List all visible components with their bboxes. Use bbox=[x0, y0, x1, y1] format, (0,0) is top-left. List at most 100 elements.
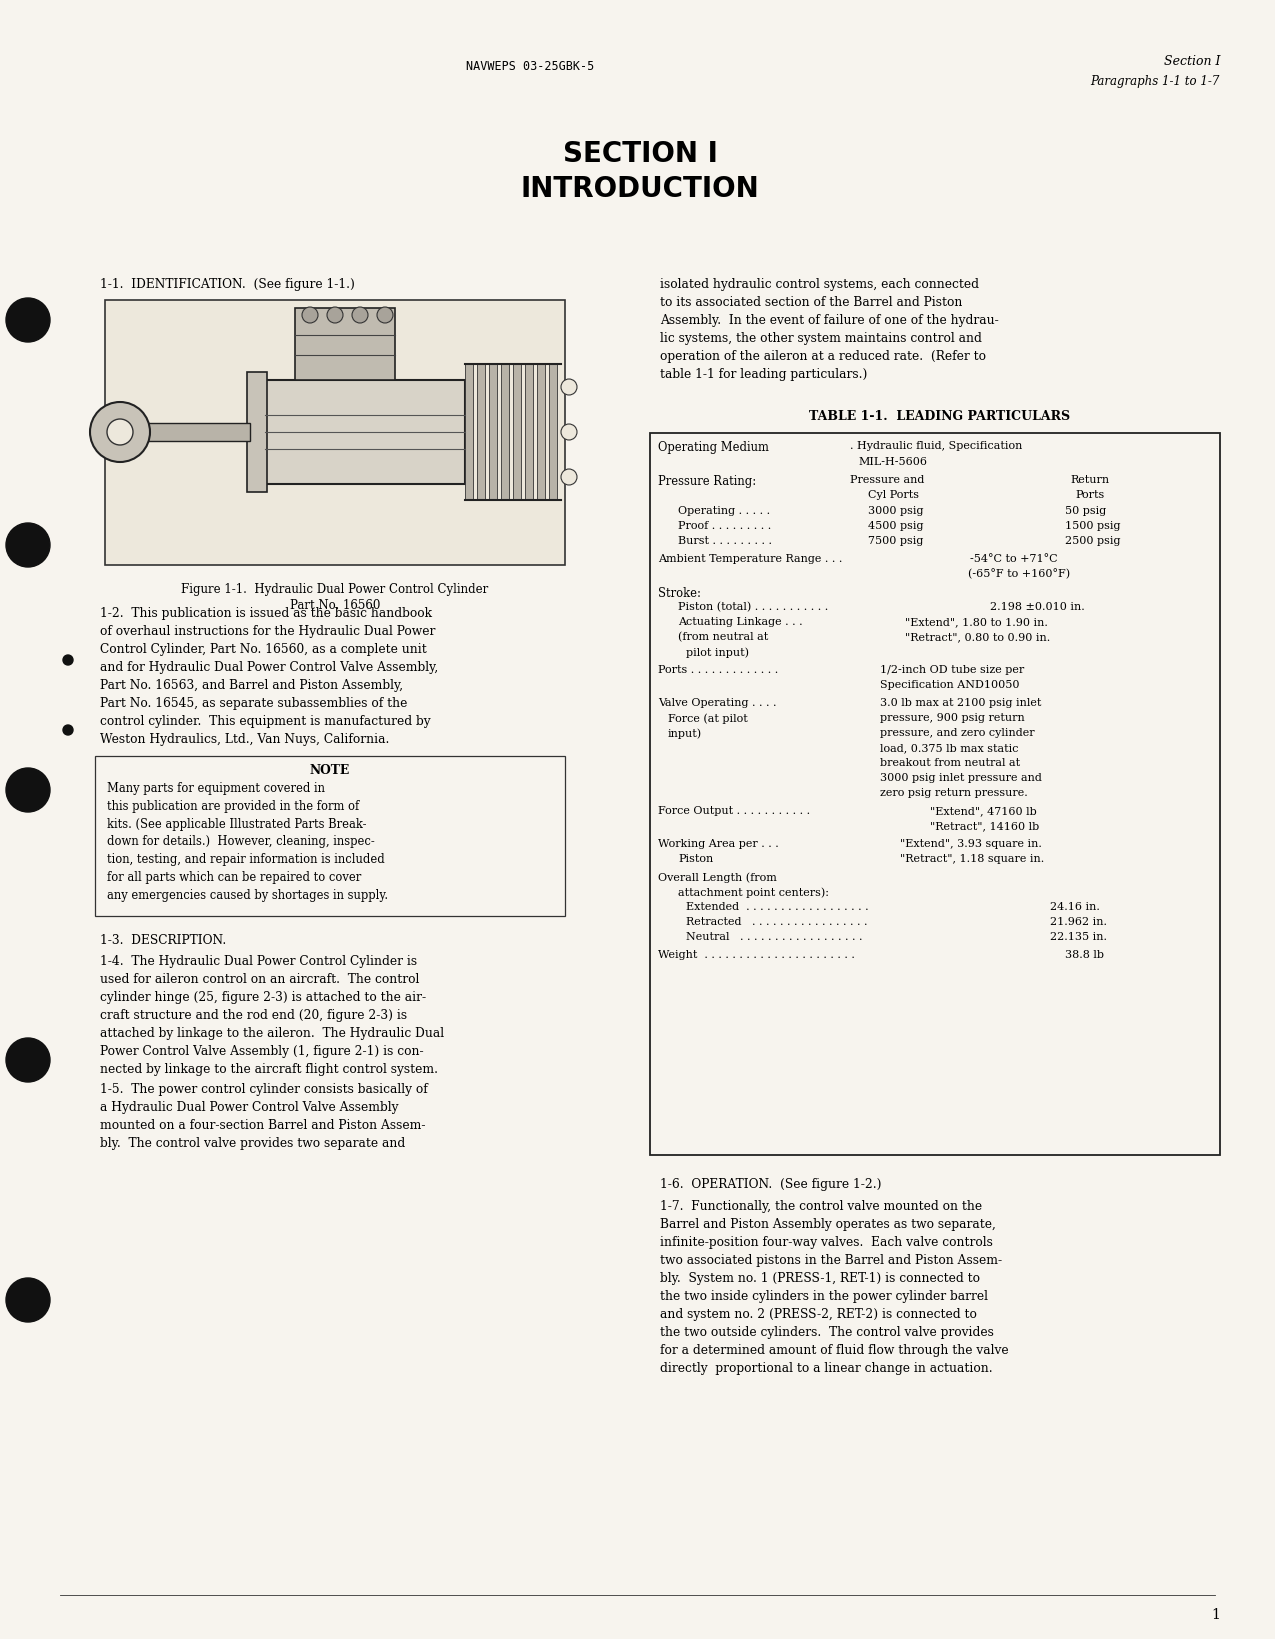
Text: Specification AND10050: Specification AND10050 bbox=[880, 680, 1020, 690]
Text: NOTE: NOTE bbox=[310, 764, 351, 777]
Text: "Extend", 1.80 to 1.90 in.: "Extend", 1.80 to 1.90 in. bbox=[905, 616, 1048, 628]
Text: 3.0 lb max at 2100 psig inlet: 3.0 lb max at 2100 psig inlet bbox=[880, 698, 1042, 708]
Bar bbox=[465, 364, 473, 500]
Bar bbox=[550, 364, 557, 500]
Circle shape bbox=[561, 425, 578, 439]
Circle shape bbox=[62, 656, 73, 665]
Text: pressure, 900 psig return: pressure, 900 psig return bbox=[880, 713, 1025, 723]
Text: Operating . . . . .: Operating . . . . . bbox=[678, 506, 770, 516]
Text: isolated hydraulic control systems, each connected
to its associated section of : isolated hydraulic control systems, each… bbox=[660, 279, 998, 380]
Text: Weight  . . . . . . . . . . . . . . . . . . . . . .: Weight . . . . . . . . . . . . . . . . .… bbox=[658, 951, 854, 960]
Text: 1/2-inch OD tube size per: 1/2-inch OD tube size per bbox=[880, 665, 1024, 675]
Text: Extended  . . . . . . . . . . . . . . . . . .: Extended . . . . . . . . . . . . . . . .… bbox=[686, 901, 868, 911]
Bar bbox=[265, 380, 465, 484]
Text: INTRODUCTION: INTRODUCTION bbox=[520, 175, 760, 203]
Circle shape bbox=[6, 769, 50, 811]
Text: pilot input): pilot input) bbox=[686, 647, 748, 657]
Text: . Hydraulic fluid, Specification: . Hydraulic fluid, Specification bbox=[850, 441, 1023, 451]
Circle shape bbox=[352, 306, 368, 323]
Bar bbox=[490, 364, 497, 500]
Text: 2500 psig: 2500 psig bbox=[1065, 536, 1121, 546]
Circle shape bbox=[561, 379, 578, 395]
Text: Piston: Piston bbox=[678, 854, 713, 864]
Text: Burst . . . . . . . . .: Burst . . . . . . . . . bbox=[678, 536, 771, 546]
Text: Ports . . . . . . . . . . . . .: Ports . . . . . . . . . . . . . bbox=[658, 665, 778, 675]
Bar bbox=[513, 364, 521, 500]
Bar bbox=[501, 364, 509, 500]
Text: load, 0.375 lb max static: load, 0.375 lb max static bbox=[880, 742, 1019, 752]
Circle shape bbox=[6, 298, 50, 343]
Bar bbox=[525, 364, 533, 500]
Text: 2.198 ±0.010 in.: 2.198 ±0.010 in. bbox=[989, 602, 1085, 611]
Text: Force (at pilot: Force (at pilot bbox=[668, 713, 747, 723]
Text: 1-1.  IDENTIFICATION.  (See figure 1-1.): 1-1. IDENTIFICATION. (See figure 1-1.) bbox=[99, 279, 354, 292]
Text: 21.962 in.: 21.962 in. bbox=[1051, 916, 1107, 928]
Text: 1: 1 bbox=[1211, 1608, 1220, 1623]
Text: 1-3.  DESCRIPTION.: 1-3. DESCRIPTION. bbox=[99, 934, 226, 947]
Bar bbox=[247, 372, 266, 492]
Text: "Retract", 0.80 to 0.90 in.: "Retract", 0.80 to 0.90 in. bbox=[905, 633, 1051, 642]
Text: 24.16 in.: 24.16 in. bbox=[1051, 901, 1100, 911]
Bar bbox=[295, 308, 395, 380]
Circle shape bbox=[377, 306, 393, 323]
Text: input): input) bbox=[668, 728, 703, 739]
Text: SECTION I: SECTION I bbox=[562, 139, 718, 169]
Text: zero psig return pressure.: zero psig return pressure. bbox=[880, 788, 1028, 798]
Text: 1-6.  OPERATION.  (See figure 1-2.): 1-6. OPERATION. (See figure 1-2.) bbox=[660, 1178, 881, 1192]
Bar bbox=[96, 756, 565, 916]
Text: 1-4.  The Hydraulic Dual Power Control Cylinder is
used for aileron control on a: 1-4. The Hydraulic Dual Power Control Cy… bbox=[99, 956, 444, 1075]
Text: Ambient Temperature Range . . .: Ambient Temperature Range . . . bbox=[658, 554, 843, 564]
Text: TABLE 1-1.  LEADING PARTICULARS: TABLE 1-1. LEADING PARTICULARS bbox=[810, 410, 1071, 423]
Text: Pressure Rating:: Pressure Rating: bbox=[658, 475, 756, 488]
Text: Overall Length (from: Overall Length (from bbox=[658, 872, 776, 882]
Text: Cyl Ports: Cyl Ports bbox=[868, 490, 919, 500]
Text: Piston (total) . . . . . . . . . . .: Piston (total) . . . . . . . . . . . bbox=[678, 602, 829, 613]
Text: Return: Return bbox=[1070, 475, 1109, 485]
Text: Many parts for equipment covered in
this publication are provided in the form of: Many parts for equipment covered in this… bbox=[107, 782, 388, 901]
Text: 50 psig: 50 psig bbox=[1065, 506, 1107, 516]
Text: "Retract", 1.18 square in.: "Retract", 1.18 square in. bbox=[900, 854, 1044, 864]
Text: 1-2.  This publication is issued as the basic handbook
of overhaul instructions : 1-2. This publication is issued as the b… bbox=[99, 606, 439, 746]
Text: MIL-H-5606: MIL-H-5606 bbox=[858, 457, 927, 467]
Text: 1-5.  The power control cylinder consists basically of
a Hydraulic Dual Power Co: 1-5. The power control cylinder consists… bbox=[99, 1083, 427, 1151]
Bar bbox=[105, 300, 565, 565]
Text: Pressure and: Pressure and bbox=[850, 475, 924, 485]
Text: Part No. 16560: Part No. 16560 bbox=[289, 598, 380, 611]
Text: Section I: Section I bbox=[1164, 56, 1220, 67]
Circle shape bbox=[6, 1037, 50, 1082]
Text: Proof . . . . . . . . .: Proof . . . . . . . . . bbox=[678, 521, 771, 531]
Bar bbox=[650, 433, 1220, 1155]
Text: Neutral   . . . . . . . . . . . . . . . . . .: Neutral . . . . . . . . . . . . . . . . … bbox=[686, 933, 862, 942]
Text: Operating Medium: Operating Medium bbox=[658, 441, 769, 454]
Circle shape bbox=[6, 1278, 50, 1323]
Text: "Extend", 47160 lb: "Extend", 47160 lb bbox=[929, 806, 1037, 816]
Text: Ports: Ports bbox=[1075, 490, 1104, 500]
Text: pressure, and zero cylinder: pressure, and zero cylinder bbox=[880, 728, 1034, 738]
Circle shape bbox=[561, 469, 578, 485]
Text: 3000 psig: 3000 psig bbox=[868, 506, 923, 516]
Text: Actuating Linkage . . .: Actuating Linkage . . . bbox=[678, 616, 803, 628]
Text: -54°C to +71°C: -54°C to +71°C bbox=[970, 554, 1058, 564]
Circle shape bbox=[6, 523, 50, 567]
Text: (-65°F to +160°F): (-65°F to +160°F) bbox=[968, 569, 1070, 580]
Text: Working Area per . . .: Working Area per . . . bbox=[658, 839, 779, 849]
Text: "Retract", 14160 lb: "Retract", 14160 lb bbox=[929, 821, 1039, 831]
Text: (from neutral at: (from neutral at bbox=[678, 633, 769, 642]
Circle shape bbox=[107, 420, 133, 446]
Text: 4500 psig: 4500 psig bbox=[868, 521, 923, 531]
Text: 1500 psig: 1500 psig bbox=[1065, 521, 1121, 531]
Text: attachment point centers):: attachment point centers): bbox=[678, 887, 829, 898]
Text: Figure 1-1.  Hydraulic Dual Power Control Cylinder: Figure 1-1. Hydraulic Dual Power Control… bbox=[181, 583, 488, 597]
Text: Force Output . . . . . . . . . . .: Force Output . . . . . . . . . . . bbox=[658, 806, 810, 816]
Text: Stroke:: Stroke: bbox=[658, 587, 701, 600]
Circle shape bbox=[302, 306, 317, 323]
Text: 1-7.  Functionally, the control valve mounted on the
Barrel and Piston Assembly : 1-7. Functionally, the control valve mou… bbox=[660, 1200, 1009, 1375]
Text: 3000 psig inlet pressure and: 3000 psig inlet pressure and bbox=[880, 774, 1042, 783]
Text: Paragraphs 1-1 to 1-7: Paragraphs 1-1 to 1-7 bbox=[1090, 75, 1220, 89]
Text: Retracted   . . . . . . . . . . . . . . . . .: Retracted . . . . . . . . . . . . . . . … bbox=[686, 916, 867, 928]
Bar bbox=[537, 364, 544, 500]
Text: 22.135 in.: 22.135 in. bbox=[1051, 933, 1107, 942]
Bar bbox=[140, 423, 250, 441]
Text: Valve Operating . . . .: Valve Operating . . . . bbox=[658, 698, 776, 708]
Text: "Extend", 3.93 square in.: "Extend", 3.93 square in. bbox=[900, 839, 1042, 849]
